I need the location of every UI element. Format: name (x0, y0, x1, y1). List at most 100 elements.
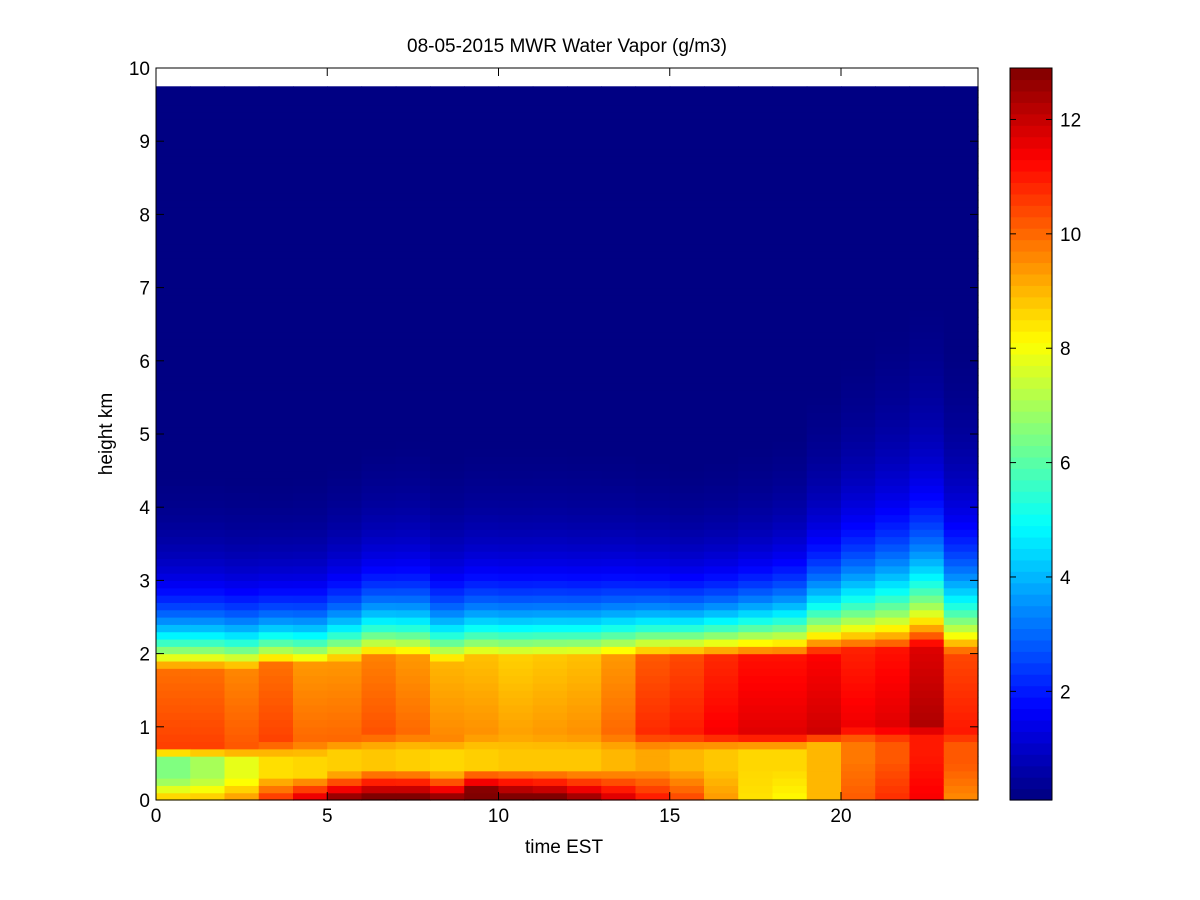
heatmap-cell (498, 573, 534, 581)
heatmap-cell (224, 133, 260, 142)
heatmap-cell (327, 243, 363, 252)
heatmap-cell (806, 726, 842, 735)
heatmap-cell (806, 573, 842, 581)
heatmap-cell (738, 704, 774, 713)
heatmap-cell (464, 499, 500, 508)
heatmap-cell (567, 214, 602, 223)
heatmap-cell (395, 192, 431, 201)
heatmap-cell (190, 529, 226, 538)
heatmap-cell (258, 492, 294, 501)
heatmap-cell (361, 785, 397, 794)
heatmap-cell (635, 221, 671, 230)
heatmap-cell (430, 573, 465, 581)
heatmap-cell (156, 185, 191, 194)
heatmap-cell (669, 177, 705, 186)
heatmap-cell (875, 543, 911, 552)
heatmap-cell (567, 492, 602, 501)
heatmap-cell (395, 595, 431, 603)
heatmap-cell (875, 624, 911, 633)
heatmap-cell (704, 602, 739, 611)
heatmap-cell (430, 712, 465, 721)
heatmap-cell (943, 646, 979, 655)
heatmap-cell (943, 397, 979, 406)
heatmap-cell (395, 397, 431, 406)
heatmap-cell (430, 463, 465, 472)
heatmap-cell (669, 719, 705, 728)
heatmap-cell (156, 163, 191, 172)
heatmap-cell (224, 668, 260, 677)
heatmap-cell (567, 111, 602, 120)
heatmap-cell (772, 302, 808, 311)
heatmap-cell (361, 719, 397, 728)
heatmap-cell (361, 470, 397, 479)
heatmap-cell (190, 543, 226, 552)
heatmap-cell (772, 573, 808, 581)
heatmap-cell (361, 375, 397, 384)
heatmap-cell (841, 221, 876, 230)
heatmap-cell (841, 309, 876, 318)
heatmap-cell (943, 595, 979, 603)
heatmap-cell (567, 536, 602, 545)
heatmap-cell (704, 192, 739, 201)
heatmap-cell (464, 653, 500, 662)
heatmap-cell (190, 170, 226, 179)
heatmap-cell (293, 404, 328, 413)
heatmap-cell (738, 258, 774, 267)
heatmap-cell (772, 455, 808, 464)
heatmap-cell (464, 302, 500, 311)
heatmap-cell (532, 441, 568, 450)
heatmap-cell (224, 521, 260, 530)
heatmap-cell (806, 89, 842, 98)
heatmap-cell (567, 221, 602, 230)
heatmap-cell (841, 390, 876, 398)
heatmap-cell (943, 111, 979, 120)
colorbar-swatch (1010, 113, 1052, 126)
heatmap-cell (806, 719, 842, 728)
heatmap-cell (156, 177, 191, 186)
heatmap-cell (567, 287, 602, 296)
heatmap-cell (224, 419, 260, 428)
heatmap-cell (567, 272, 602, 281)
heatmap-cell (498, 580, 534, 589)
heatmap-cell (293, 595, 328, 603)
heatmap-cell (704, 163, 739, 172)
heatmap-cell (567, 346, 602, 355)
heatmap-cell (464, 331, 500, 340)
heatmap-cell (532, 272, 568, 281)
heatmap-cell (772, 682, 808, 691)
heatmap-cell (601, 734, 637, 743)
heatmap-cell (635, 177, 671, 186)
heatmap-cell (395, 690, 431, 699)
heatmap-cell (430, 163, 465, 172)
heatmap-cell (532, 507, 568, 516)
heatmap-cell (601, 485, 637, 494)
heatmap-cell (361, 324, 397, 333)
heatmap-cell (190, 163, 226, 172)
heatmap-cell (532, 294, 568, 303)
heatmap-cell (258, 141, 294, 150)
heatmap-cell (635, 638, 671, 647)
heatmap-cell (601, 580, 637, 589)
heatmap-cell (395, 236, 431, 245)
heatmap-cell (498, 682, 534, 691)
heatmap-cell (567, 602, 602, 611)
heatmap-cell (293, 492, 328, 501)
heatmap-cell (738, 690, 774, 699)
heatmap-cell (841, 316, 876, 325)
heatmap-cell (875, 514, 911, 523)
heatmap-cell (669, 441, 705, 450)
heatmap-cell (498, 726, 534, 735)
x-tick-label: 0 (151, 806, 162, 827)
heatmap-cell (567, 756, 602, 764)
heatmap-cell (430, 741, 465, 750)
heatmap-cell (395, 390, 431, 398)
heatmap-cell (395, 748, 431, 757)
heatmap-cell (909, 609, 945, 618)
heatmap-cell (601, 309, 637, 318)
heatmap-cell (498, 280, 534, 289)
heatmap-cell (327, 499, 363, 508)
heatmap-cell (875, 185, 911, 194)
heatmap-cell (943, 492, 979, 501)
heatmap-cell (532, 638, 568, 647)
heatmap-cell (498, 302, 534, 311)
